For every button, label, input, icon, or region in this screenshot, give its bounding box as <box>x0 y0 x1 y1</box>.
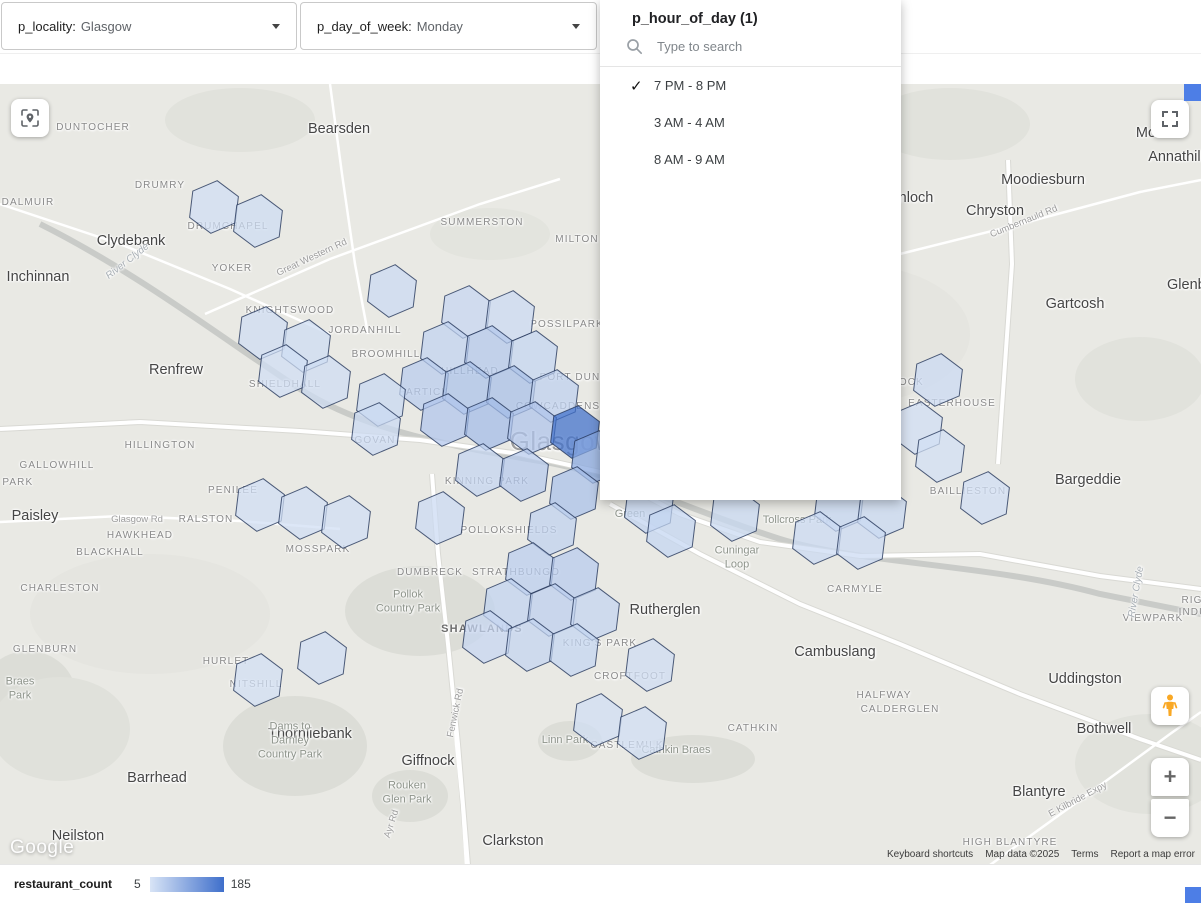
plus-icon: + <box>1163 764 1177 789</box>
scroll-indicator-bottom[interactable] <box>1185 887 1201 903</box>
zoom-in-button[interactable]: + <box>1151 758 1189 796</box>
hour-filter-panel: p_hour_of_day (1) ✓ 7 PM - 8 PM 3 AM - 4 A… <box>600 0 901 500</box>
hex-cell[interactable] <box>297 631 347 685</box>
park-area <box>0 677 130 781</box>
zoom-out-button[interactable]: − <box>1151 799 1189 837</box>
legend-bar: restaurant_count 5 185 <box>0 864 1201 903</box>
check-icon: ✓ <box>630 77 643 95</box>
chevron-down-icon <box>272 23 280 29</box>
panel-title: p_hour_of_day (1) <box>632 11 758 27</box>
hex-cell[interactable] <box>415 491 465 545</box>
park-area <box>870 88 1030 160</box>
legend-gradient <box>149 876 224 892</box>
filter-locality-name: p_locality: <box>18 18 76 34</box>
hex-cell[interactable] <box>573 693 623 747</box>
hex-cell[interactable] <box>233 194 283 248</box>
legend-min-value: 5 <box>134 877 141 891</box>
hex-cell[interactable] <box>189 180 239 234</box>
filter-day-of-week[interactable]: p_day_of_week: Monday <box>300 2 597 50</box>
hex-cell[interactable] <box>238 306 288 360</box>
search-input[interactable] <box>655 38 885 55</box>
filter-locality[interactable]: p_locality: Glasgow <box>1 2 297 50</box>
hex-cell[interactable] <box>913 353 963 407</box>
park-area <box>223 696 367 796</box>
dropdown-option[interactable]: 8 AM - 9 AM <box>600 141 901 178</box>
hex-cell[interactable] <box>455 443 505 497</box>
pegman-icon <box>1162 694 1178 716</box>
minus-icon: − <box>1163 805 1177 830</box>
hex-cell[interactable] <box>625 638 675 692</box>
hex-cell[interactable] <box>915 429 965 483</box>
dropdown-option[interactable]: ✓ 7 PM - 8 PM <box>600 67 901 104</box>
hex-cell[interactable] <box>499 448 549 502</box>
scroll-indicator-top[interactable] <box>1184 84 1201 101</box>
filter-day-value: Monday <box>416 18 463 34</box>
park-area <box>1075 337 1201 421</box>
dropdown-option-label: 7 PM - 8 PM <box>654 78 727 93</box>
hex-cell[interactable] <box>321 495 371 549</box>
park-area <box>345 566 495 656</box>
legend-max-value: 185 <box>230 877 251 891</box>
hex-cell[interactable] <box>301 355 351 409</box>
road <box>996 159 1015 465</box>
dropdown-option-label: 8 AM - 9 AM <box>654 152 725 167</box>
hex-cell[interactable] <box>258 344 308 398</box>
hex-cell[interactable] <box>351 402 401 456</box>
road <box>328 84 370 335</box>
road <box>899 178 1201 256</box>
park-area <box>372 770 448 822</box>
map-data-label: Map data ©2025 <box>985 849 1060 860</box>
park-area <box>30 554 270 674</box>
park-area <box>430 208 550 260</box>
hex-cell[interactable] <box>836 516 886 570</box>
pegman-button[interactable] <box>1151 687 1189 725</box>
road <box>609 502 1201 762</box>
fullscreen-icon <box>1162 111 1178 127</box>
road <box>450 683 468 865</box>
dropdown-options: ✓ 7 PM - 8 PM 3 AM - 4 AM 8 AM - 9 AM <box>600 67 901 178</box>
chevron-down-icon <box>572 23 580 29</box>
hex-cell[interactable] <box>549 623 599 677</box>
hex-cell[interactable] <box>646 504 696 558</box>
hex-cell[interactable] <box>233 653 283 707</box>
my-location-button[interactable] <box>11 99 49 137</box>
filter-locality-value: Glasgow <box>80 18 132 34</box>
dropdown-option-label: 3 AM - 4 AM <box>654 115 725 130</box>
hex-cell[interactable] <box>617 706 667 760</box>
keyboard-shortcuts-link[interactable]: Keyboard shortcuts <box>887 849 974 860</box>
hex-cell[interactable] <box>278 486 328 540</box>
hex-cell[interactable] <box>235 478 285 532</box>
report-error-link[interactable]: Report a map error <box>1110 849 1195 860</box>
search-icon <box>627 39 643 55</box>
legend-field-name: restaurant_count <box>14 877 113 891</box>
road <box>0 202 331 336</box>
fullscreen-button[interactable] <box>1151 100 1189 138</box>
dropdown-option[interactable]: 3 AM - 4 AM <box>600 104 901 141</box>
park-area <box>165 88 315 152</box>
road <box>204 177 561 316</box>
google-logo: Google <box>10 837 75 858</box>
terms-link[interactable]: Terms <box>1071 849 1099 860</box>
hex-cell[interactable] <box>462 610 512 664</box>
map-attribution: Keyboard shortcuts Map data ©2025 Terms … <box>887 849 1195 860</box>
search-row <box>600 36 901 67</box>
hex-cell[interactable] <box>960 471 1010 525</box>
filter-day-name: p_day_of_week: <box>317 18 412 34</box>
hex-cell[interactable] <box>367 264 417 318</box>
location-pin-icon <box>21 109 39 127</box>
